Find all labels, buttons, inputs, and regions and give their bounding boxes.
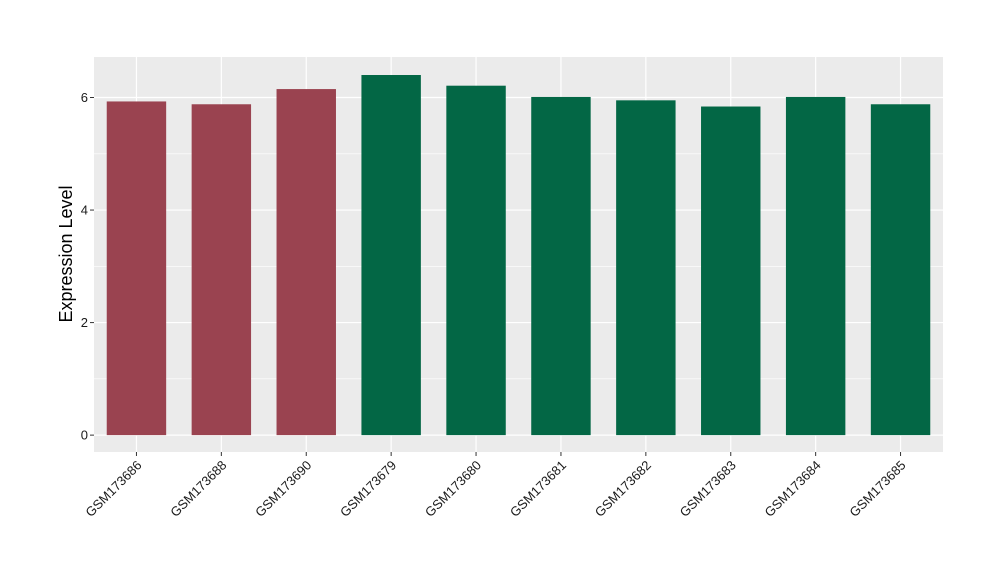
x-tick-label: GSM173683 [677, 458, 739, 520]
bars [106, 75, 931, 436]
x-tick-label: GSM173685 [846, 458, 908, 520]
x-tick-label: GSM173688 [167, 458, 229, 520]
x-tick-label: GSM173684 [762, 458, 824, 520]
bar-gsm173679 [361, 75, 421, 436]
y-axis-title: Expression Level [56, 185, 76, 322]
x-axis: GSM173686 GSM173688 GSM173690 GSM173679 GSM1… [82, 452, 909, 520]
bar-gsm173683 [701, 106, 761, 436]
bar-gsm173680 [446, 85, 506, 436]
y-tick-label: 0 [81, 428, 88, 443]
bar-gsm173688 [191, 104, 252, 436]
y-tick-label: 2 [81, 315, 88, 330]
bar-gsm173684 [785, 96, 846, 436]
x-tick-label: GSM173679 [337, 458, 399, 520]
y-tick-label: 4 [81, 203, 88, 218]
bar-gsm173690 [276, 89, 336, 436]
bar-gsm173686 [106, 101, 167, 436]
x-tick-label: GSM173690 [252, 458, 314, 520]
y-tick-label: 6 [81, 90, 88, 105]
x-tick-label: GSM173682 [592, 458, 654, 520]
x-tick-label: GSM173681 [507, 458, 569, 520]
x-tick-label: GSM173680 [422, 458, 484, 520]
bar-gsm173685 [870, 104, 931, 436]
x-tick-label: GSM173686 [82, 458, 144, 520]
bar-gsm173682 [616, 100, 676, 436]
y-axis: 0 2 4 6 [81, 90, 94, 443]
bar-gsm173681 [531, 96, 591, 436]
